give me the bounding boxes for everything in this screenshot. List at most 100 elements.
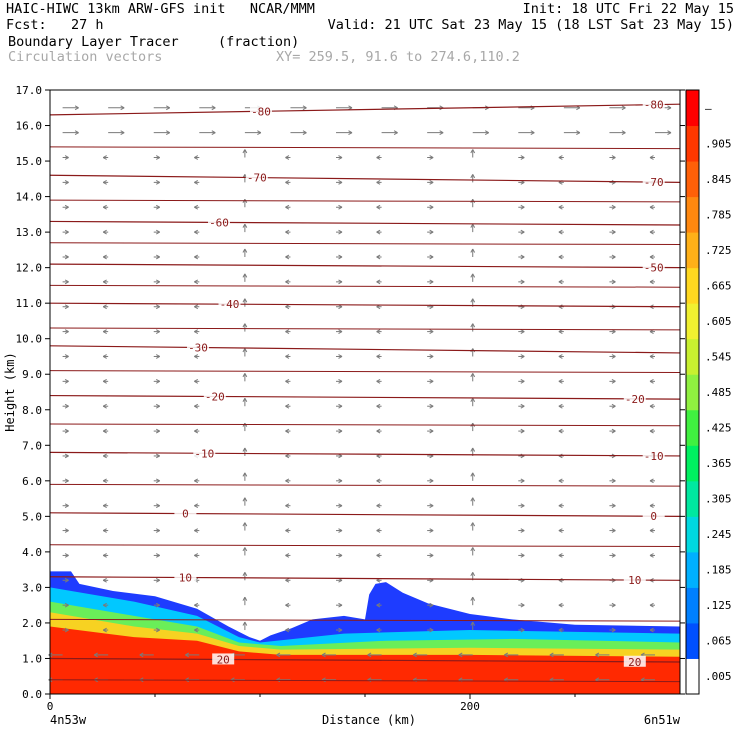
- vector-head: [520, 204, 525, 210]
- temperature-contour: [49, 242, 681, 246]
- colorbar-label: .785: [705, 208, 732, 221]
- y-tick-label: 9.0: [22, 368, 42, 381]
- vector-head: [102, 428, 107, 434]
- vector-head: [429, 553, 434, 558]
- vector-head: [242, 472, 248, 477]
- vector-head: [285, 180, 290, 185]
- vector-head: [155, 279, 160, 285]
- vector-head: [64, 403, 69, 409]
- vector-head: [102, 329, 107, 334]
- vector-head: [649, 403, 654, 409]
- vector-head: [376, 204, 381, 210]
- vector-head: [376, 229, 381, 235]
- vector-head: [470, 497, 476, 502]
- vector-head: [470, 447, 476, 452]
- vector-head: [520, 403, 525, 409]
- vector-head: [194, 254, 199, 260]
- vector-head: [338, 378, 343, 384]
- vector-head: [429, 602, 434, 608]
- vector-head: [338, 329, 343, 334]
- contour-label: -10: [194, 447, 214, 460]
- vector-head: [64, 553, 69, 558]
- vector-head: [649, 553, 654, 558]
- colorbar-label: –: [705, 102, 712, 115]
- vector-head: [558, 528, 563, 533]
- contour-label-bg: [623, 655, 646, 667]
- vector-head: [470, 298, 476, 303]
- vector-head: [470, 572, 476, 577]
- vector-head: [155, 329, 160, 334]
- vector-head: [194, 528, 199, 533]
- vector-head: [520, 329, 525, 334]
- vector-head: [155, 553, 160, 558]
- contour-label-bg: [642, 176, 665, 188]
- vector-head: [429, 403, 434, 409]
- vector-head: [429, 503, 434, 509]
- vector-head: [155, 503, 160, 509]
- vector-head: [64, 304, 69, 310]
- vector-head: [285, 453, 290, 459]
- vector-head: [520, 354, 525, 359]
- vector-head: [194, 403, 199, 409]
- header-title: HAIC-HIWC 13km ARW-GFS init NCAR/MMM: [6, 1, 315, 17]
- vector-head: [558, 279, 563, 285]
- vector-head: [429, 478, 434, 484]
- vector-head: [429, 354, 434, 359]
- vector-head: [338, 627, 343, 633]
- vector-head: [102, 478, 107, 484]
- vector-head: [376, 627, 381, 633]
- vector-head: [155, 254, 160, 260]
- colorbar-swatch: [686, 622, 699, 659]
- vector-head: [64, 204, 69, 210]
- vector-head: [194, 229, 199, 235]
- colorbar-label: .605: [705, 315, 732, 328]
- contour-label-bg: [623, 574, 646, 586]
- vector-head: [155, 304, 160, 310]
- colorbar-swatch: [686, 480, 699, 517]
- vector-head: [558, 478, 563, 484]
- y-tick-label: 6.0: [22, 475, 42, 488]
- vector-head: [376, 428, 381, 434]
- vector-head: [520, 553, 525, 558]
- temperature-contour: [49, 284, 681, 288]
- vector-head: [302, 105, 307, 111]
- vector-head: [649, 478, 654, 484]
- vector-head: [165, 105, 170, 111]
- init-time: Init: 18 UTC Fri 22 May 15: [522, 1, 734, 17]
- contour-label-bg: [642, 449, 665, 461]
- vector-head: [64, 503, 69, 509]
- vector-head: [470, 323, 476, 328]
- vector-head: [621, 105, 626, 111]
- vector-head: [504, 652, 509, 658]
- vector-head: [429, 254, 434, 260]
- vector-head: [194, 304, 199, 310]
- temperature-contour: [49, 618, 681, 622]
- vector-head: [285, 229, 290, 235]
- vector-head: [470, 373, 476, 378]
- vector-head: [470, 248, 476, 253]
- temperature-contour: [49, 657, 681, 663]
- vector-head: [470, 522, 476, 527]
- vector-head: [667, 105, 672, 111]
- contour-label-bg: [193, 447, 216, 459]
- vector-head: [242, 397, 248, 402]
- vector-head: [470, 397, 476, 402]
- y-tick-label: 8.0: [22, 404, 42, 417]
- vector-head: [611, 503, 616, 509]
- vector-head: [470, 547, 476, 552]
- colorbar-swatch: [686, 338, 699, 375]
- vector-head: [611, 229, 616, 235]
- y-tick-label: 14.0: [16, 191, 43, 204]
- vector-head: [558, 254, 563, 260]
- contour-label: -20: [625, 393, 645, 406]
- vector-head: [194, 354, 199, 359]
- vector-head: [649, 627, 654, 633]
- vector-head: [367, 652, 372, 658]
- contour-label: 10: [628, 574, 641, 587]
- vector-head: [429, 155, 434, 160]
- vector-head: [302, 130, 307, 135]
- vector-head: [611, 279, 616, 285]
- vector-head: [376, 602, 381, 608]
- vector-head: [155, 478, 160, 484]
- colorbar-label: .845: [705, 173, 732, 186]
